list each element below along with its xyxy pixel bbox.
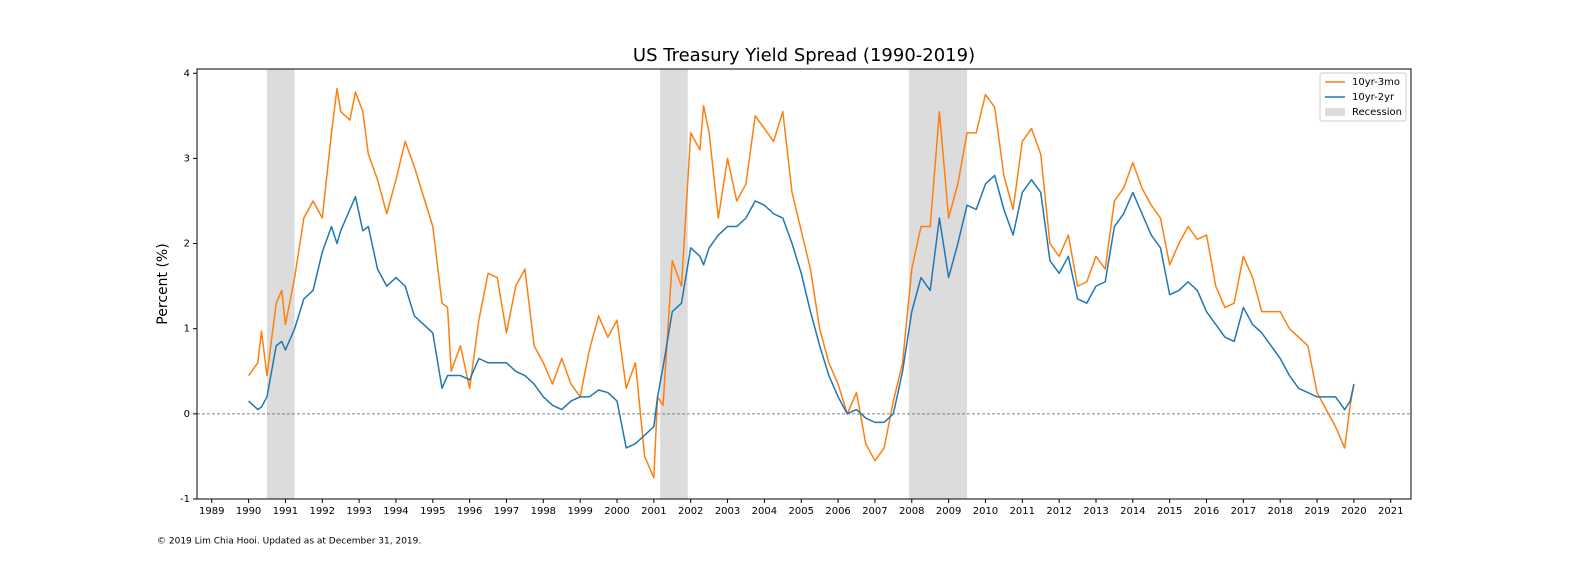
x-tick-label: 2000 <box>604 506 629 517</box>
x-tick-label: 2008 <box>899 506 924 517</box>
y-axis-label: Percent (%) <box>155 243 171 324</box>
y-tick-label: -1 <box>180 494 190 505</box>
x-tick-label: 1995 <box>420 506 445 517</box>
x-tick-label: 2012 <box>1046 506 1071 517</box>
legend-label: 10yr-3mo <box>1352 77 1400 88</box>
x-tick-label: 2016 <box>1194 506 1219 517</box>
footnote: © 2019 Lim Chia Hooi. Updated as at Dece… <box>157 537 421 547</box>
x-tick-label: 2009 <box>936 506 961 517</box>
series-line <box>248 174 1355 449</box>
legend-label: Recession <box>1352 107 1402 118</box>
x-tick-label: 2004 <box>752 506 777 517</box>
x-tick-label: 2018 <box>1267 506 1292 517</box>
y-tick-label: 3 <box>184 153 190 164</box>
x-tick-label: 1994 <box>383 506 408 517</box>
y-tick-label: 1 <box>184 324 190 335</box>
plot-frame <box>196 68 1412 500</box>
x-tick-label: 2014 <box>1120 506 1145 517</box>
recession-band <box>267 69 295 499</box>
y-tick-label: 2 <box>184 239 190 250</box>
x-tick-label: 2015 <box>1157 506 1182 517</box>
x-tick-label: 2021 <box>1378 506 1403 517</box>
x-tick-label: 1998 <box>531 506 556 517</box>
legend: 10yr-3mo 10yr-2yr Recession <box>1319 72 1407 122</box>
legend-label: 10yr-2yr <box>1352 92 1395 103</box>
x-tick-label: 1989 <box>199 506 224 517</box>
x-tick-label: 2003 <box>715 506 740 517</box>
x-tick-label: 1997 <box>494 506 519 517</box>
x-tick-label: 1992 <box>310 506 335 517</box>
x-tick-label: 1991 <box>273 506 298 517</box>
y-tick-label: 4 <box>184 68 190 79</box>
x-tick-label: 2006 <box>825 506 850 517</box>
x-tick-label: 2001 <box>641 506 666 517</box>
x-tick-label: 2017 <box>1231 506 1256 517</box>
x-tick-label: 2020 <box>1341 506 1366 517</box>
x-tick-label: 2010 <box>973 506 998 517</box>
x-tick-label: 1999 <box>567 506 592 517</box>
recession-band <box>660 69 688 499</box>
x-tick-label: 1990 <box>236 506 261 517</box>
y-tick-label: 0 <box>184 409 190 420</box>
x-tick-label: 1996 <box>457 506 482 517</box>
x-tick-label: 2005 <box>789 506 814 517</box>
x-tick-label: 2019 <box>1304 506 1329 517</box>
x-tick-label: 2007 <box>862 506 887 517</box>
series-line <box>247 87 1355 479</box>
chart-title: US Treasury Yield Spread (1990-2019) <box>633 45 975 66</box>
x-tick-label: 2011 <box>1010 506 1035 517</box>
x-tick-label: 2002 <box>678 506 703 517</box>
x-tick-label: 1993 <box>346 506 371 517</box>
x-tick-label: 2013 <box>1083 506 1108 517</box>
legend-swatch <box>1325 108 1345 116</box>
